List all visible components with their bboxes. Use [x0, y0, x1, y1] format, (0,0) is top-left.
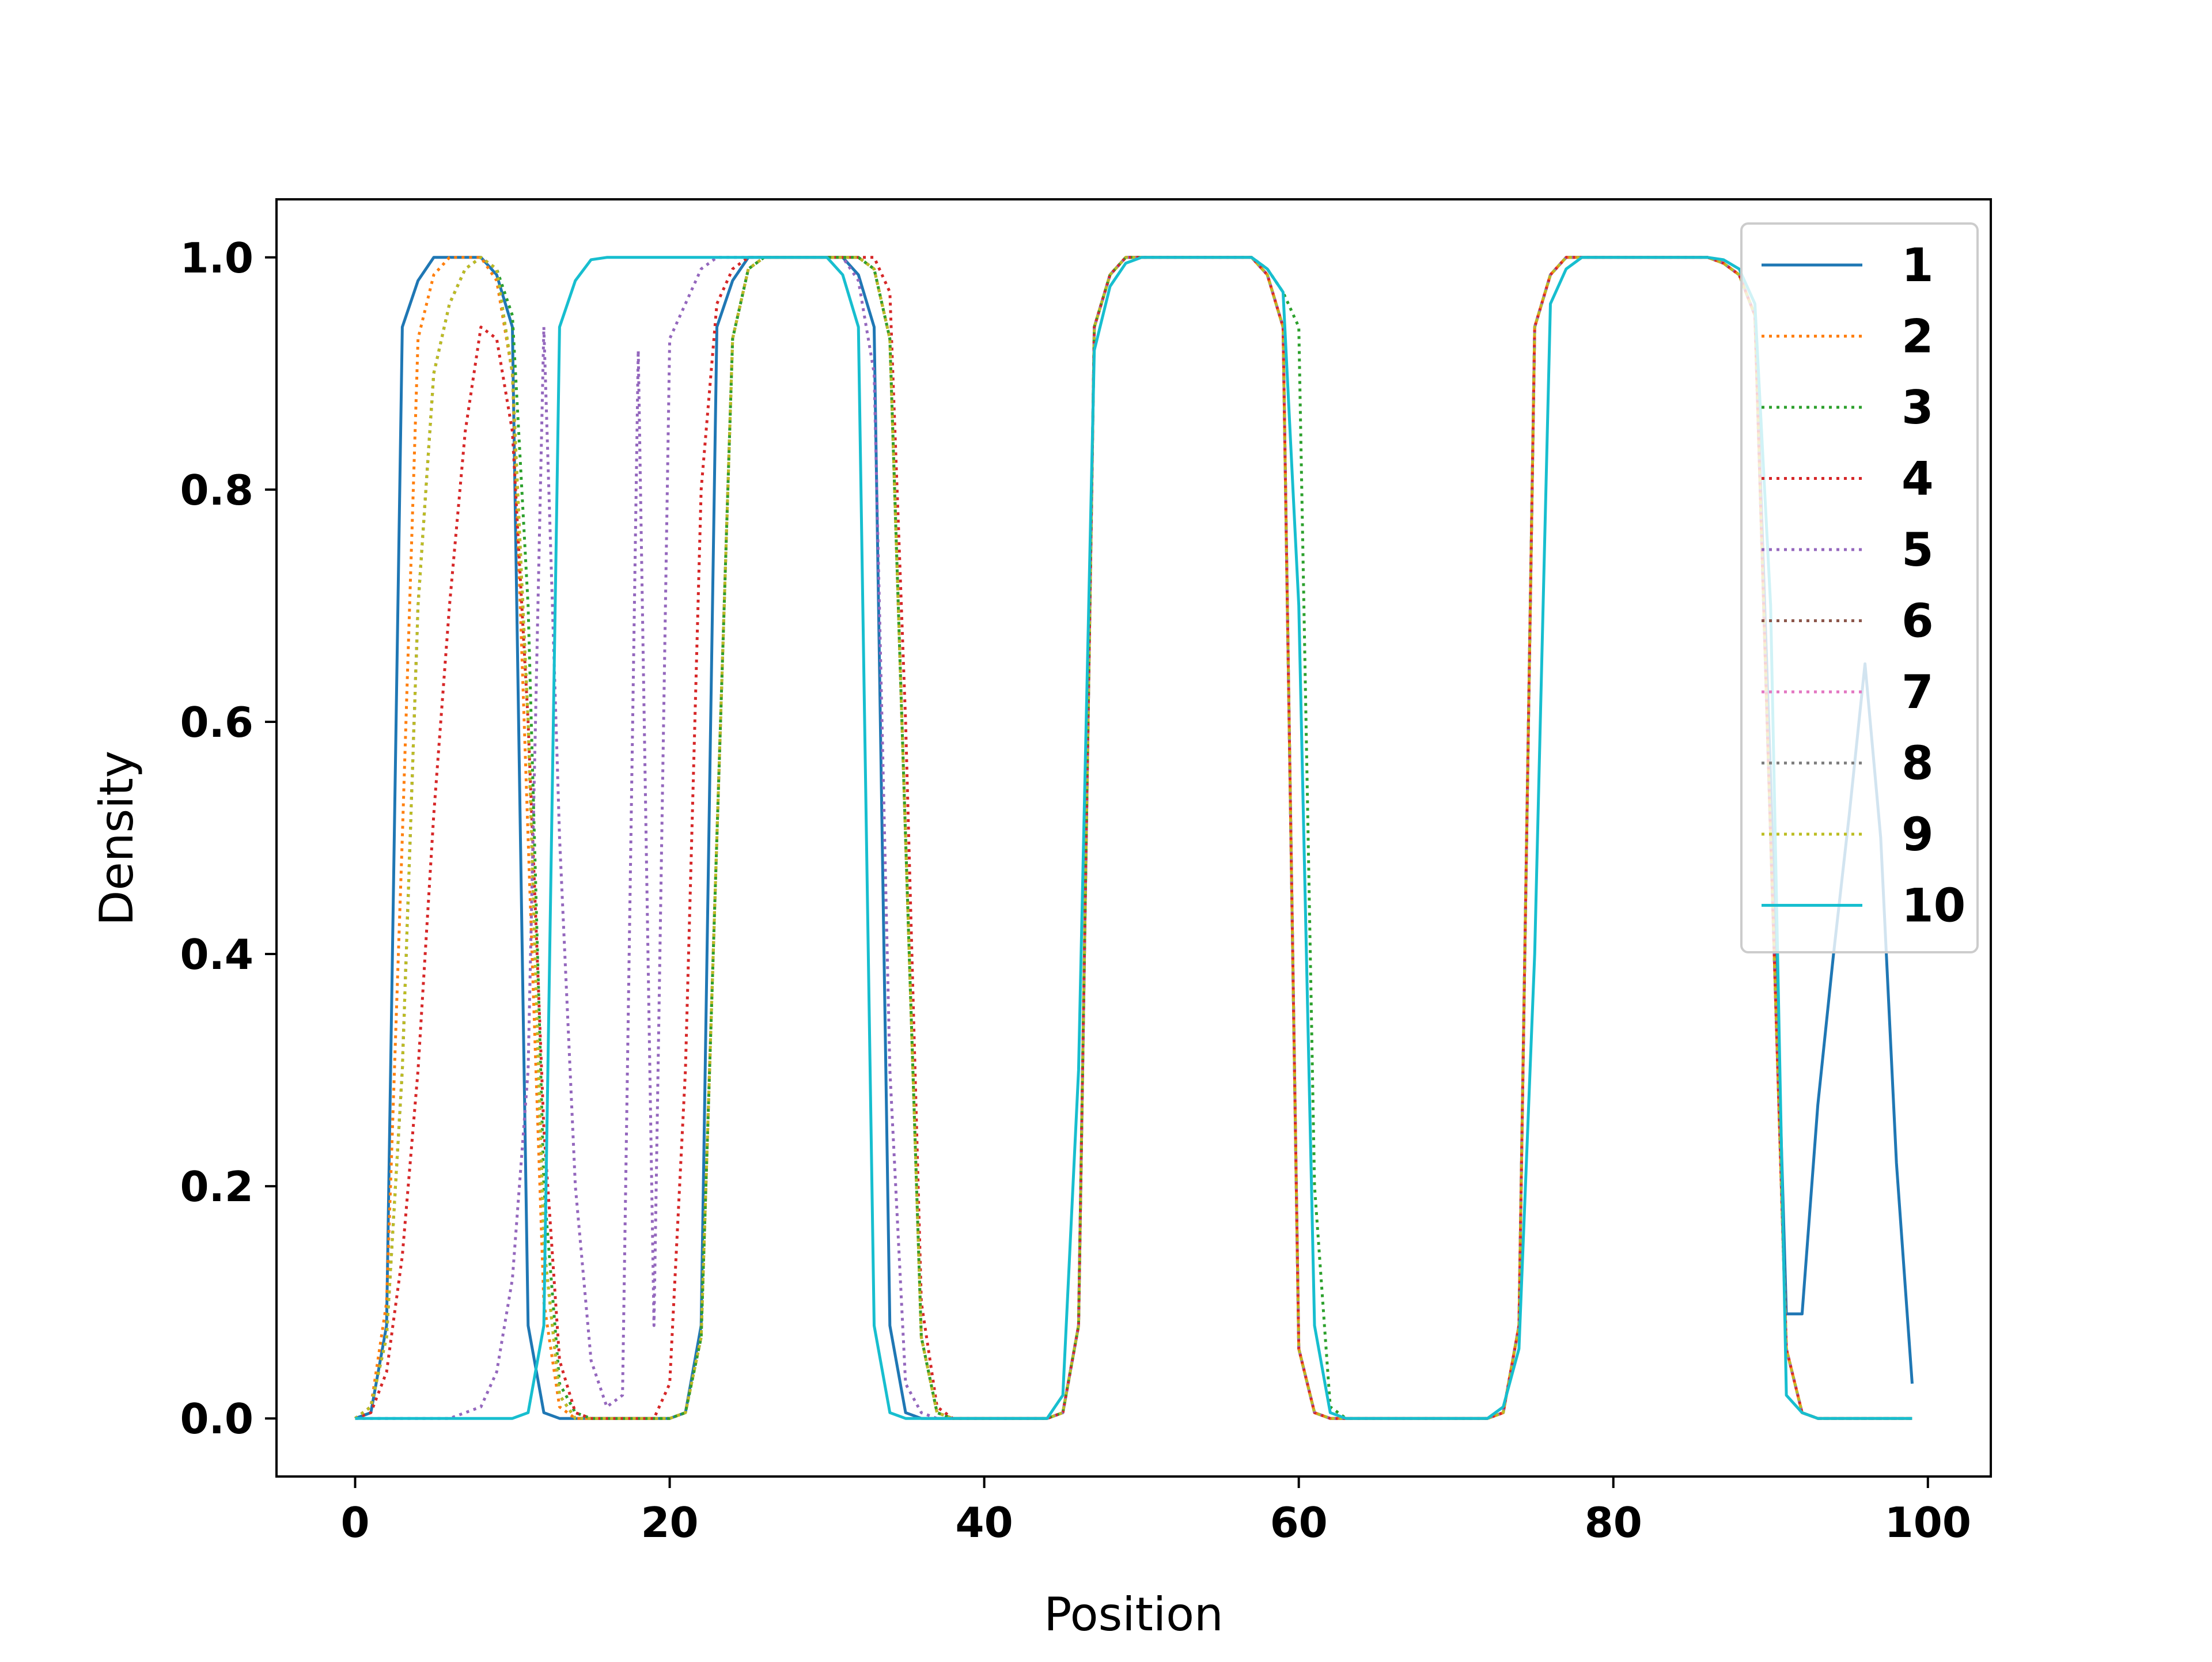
y-tick-label: 0.6 [180, 698, 253, 747]
x-tick-label: 60 [1270, 1498, 1328, 1547]
series-line-10 [355, 256, 1912, 1420]
legend-label-8: 8 [1902, 737, 1934, 790]
legend-label-3: 3 [1902, 381, 1934, 434]
legend-label-2: 2 [1902, 310, 1934, 364]
x-tick-label: 0 [340, 1498, 369, 1547]
y-tick-label: 0.2 [180, 1163, 253, 1211]
ticks-layer: 0 20 40 60 80 100 0.0 0.2 0.4 0.6 0.8 1.0 [180, 234, 1971, 1547]
legend-label-9: 9 [1902, 808, 1934, 861]
legend-label-1: 1 [1902, 238, 1934, 292]
y-tick-label: 1.0 [180, 234, 253, 282]
x-tick-label: 80 [1585, 1498, 1642, 1547]
legend: 1 2 3 4 5 6 7 8 9 10 [1740, 222, 1979, 953]
x-tick-label: 40 [956, 1498, 1013, 1547]
legend-label-5: 5 [1902, 523, 1934, 577]
y-tick-label: 0.4 [180, 930, 253, 979]
y-axis-label: Density [90, 751, 143, 926]
x-axis-label: Position [1044, 1588, 1223, 1641]
legend-label-10: 10 [1902, 879, 1965, 933]
axes-frame [275, 198, 1992, 1478]
series-layer [354, 256, 1914, 1420]
legend-label-4: 4 [1902, 452, 1934, 506]
series-line-3 [354, 256, 1912, 1420]
x-tick-label: 20 [641, 1498, 698, 1547]
legend-label-6: 6 [1902, 595, 1934, 648]
x-tick-label: 100 [1885, 1498, 1971, 1547]
series-line-9 [354, 256, 1912, 1420]
legend-box [1740, 222, 1979, 953]
y-tick-label: 0.0 [180, 1395, 253, 1443]
y-tick-label: 0.8 [180, 466, 253, 514]
legend-label-7: 7 [1902, 665, 1934, 719]
